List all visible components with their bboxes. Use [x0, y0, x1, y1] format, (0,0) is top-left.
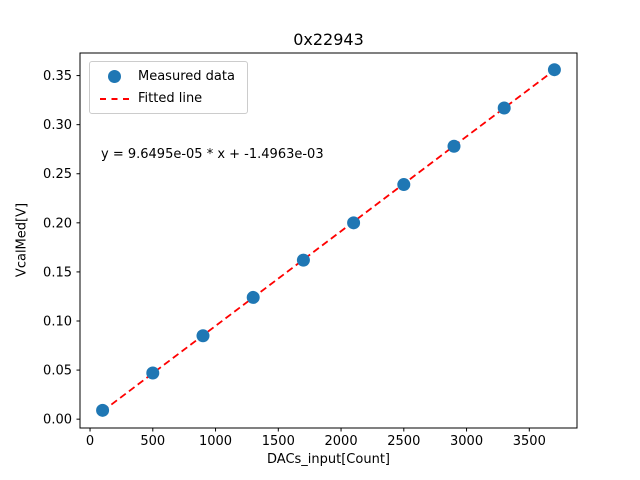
- y-tick-label: 0.25: [43, 167, 72, 182]
- axes-frame: [79, 52, 578, 429]
- fit-equation-annotation: y = 9.6495e-05 * x + -1.4963e-03: [101, 147, 324, 162]
- y-tick-label: 0.00: [43, 413, 72, 428]
- scatter-marker-icon: [108, 70, 121, 83]
- scatter-point: [96, 403, 110, 417]
- scatter-point: [447, 139, 461, 153]
- x-tick-label: 3500: [513, 434, 546, 449]
- scatter-point: [146, 366, 160, 380]
- dashed-line-icon: [100, 97, 129, 100]
- x-axis-label: DACs_input[Count]: [267, 452, 390, 467]
- scatter-point: [296, 253, 310, 267]
- y-tick-label: 0.10: [43, 314, 72, 329]
- y-tick-label: 0.35: [43, 69, 72, 84]
- scatter-point: [547, 63, 561, 77]
- legend-label-fitted-line: Fitted line: [138, 91, 203, 106]
- fitted-line: [102, 69, 555, 412]
- x-tick-label: 500: [140, 434, 165, 449]
- y-tick-label: 0.15: [43, 265, 72, 280]
- legend-label-measured-data: Measured data: [138, 69, 235, 84]
- x-tick-label: 0: [86, 434, 94, 449]
- x-tick-label: 2500: [387, 434, 420, 449]
- legend: Measured data Fitted line: [89, 61, 248, 114]
- y-tick-label: 0.05: [43, 364, 72, 379]
- legend-item-fitted-line: Fitted line: [100, 91, 235, 106]
- y-tick-label: 0.30: [43, 118, 72, 133]
- scatter-point: [347, 216, 361, 230]
- x-tick-label: 1000: [199, 434, 232, 449]
- chart-title: 0x22943: [293, 30, 364, 49]
- legend-item-measured-data: Measured data: [100, 69, 235, 84]
- x-tick-label: 2000: [325, 434, 358, 449]
- scatter-point: [397, 178, 411, 192]
- y-tick-label: 0.20: [43, 216, 72, 231]
- x-tick-label: 1500: [262, 434, 295, 449]
- scatter-point: [246, 290, 260, 304]
- scatter-point: [196, 329, 210, 343]
- x-tick-label: 3000: [450, 434, 483, 449]
- y-axis-label: VcalMed[V]: [14, 202, 30, 278]
- scatter-point: [497, 101, 511, 115]
